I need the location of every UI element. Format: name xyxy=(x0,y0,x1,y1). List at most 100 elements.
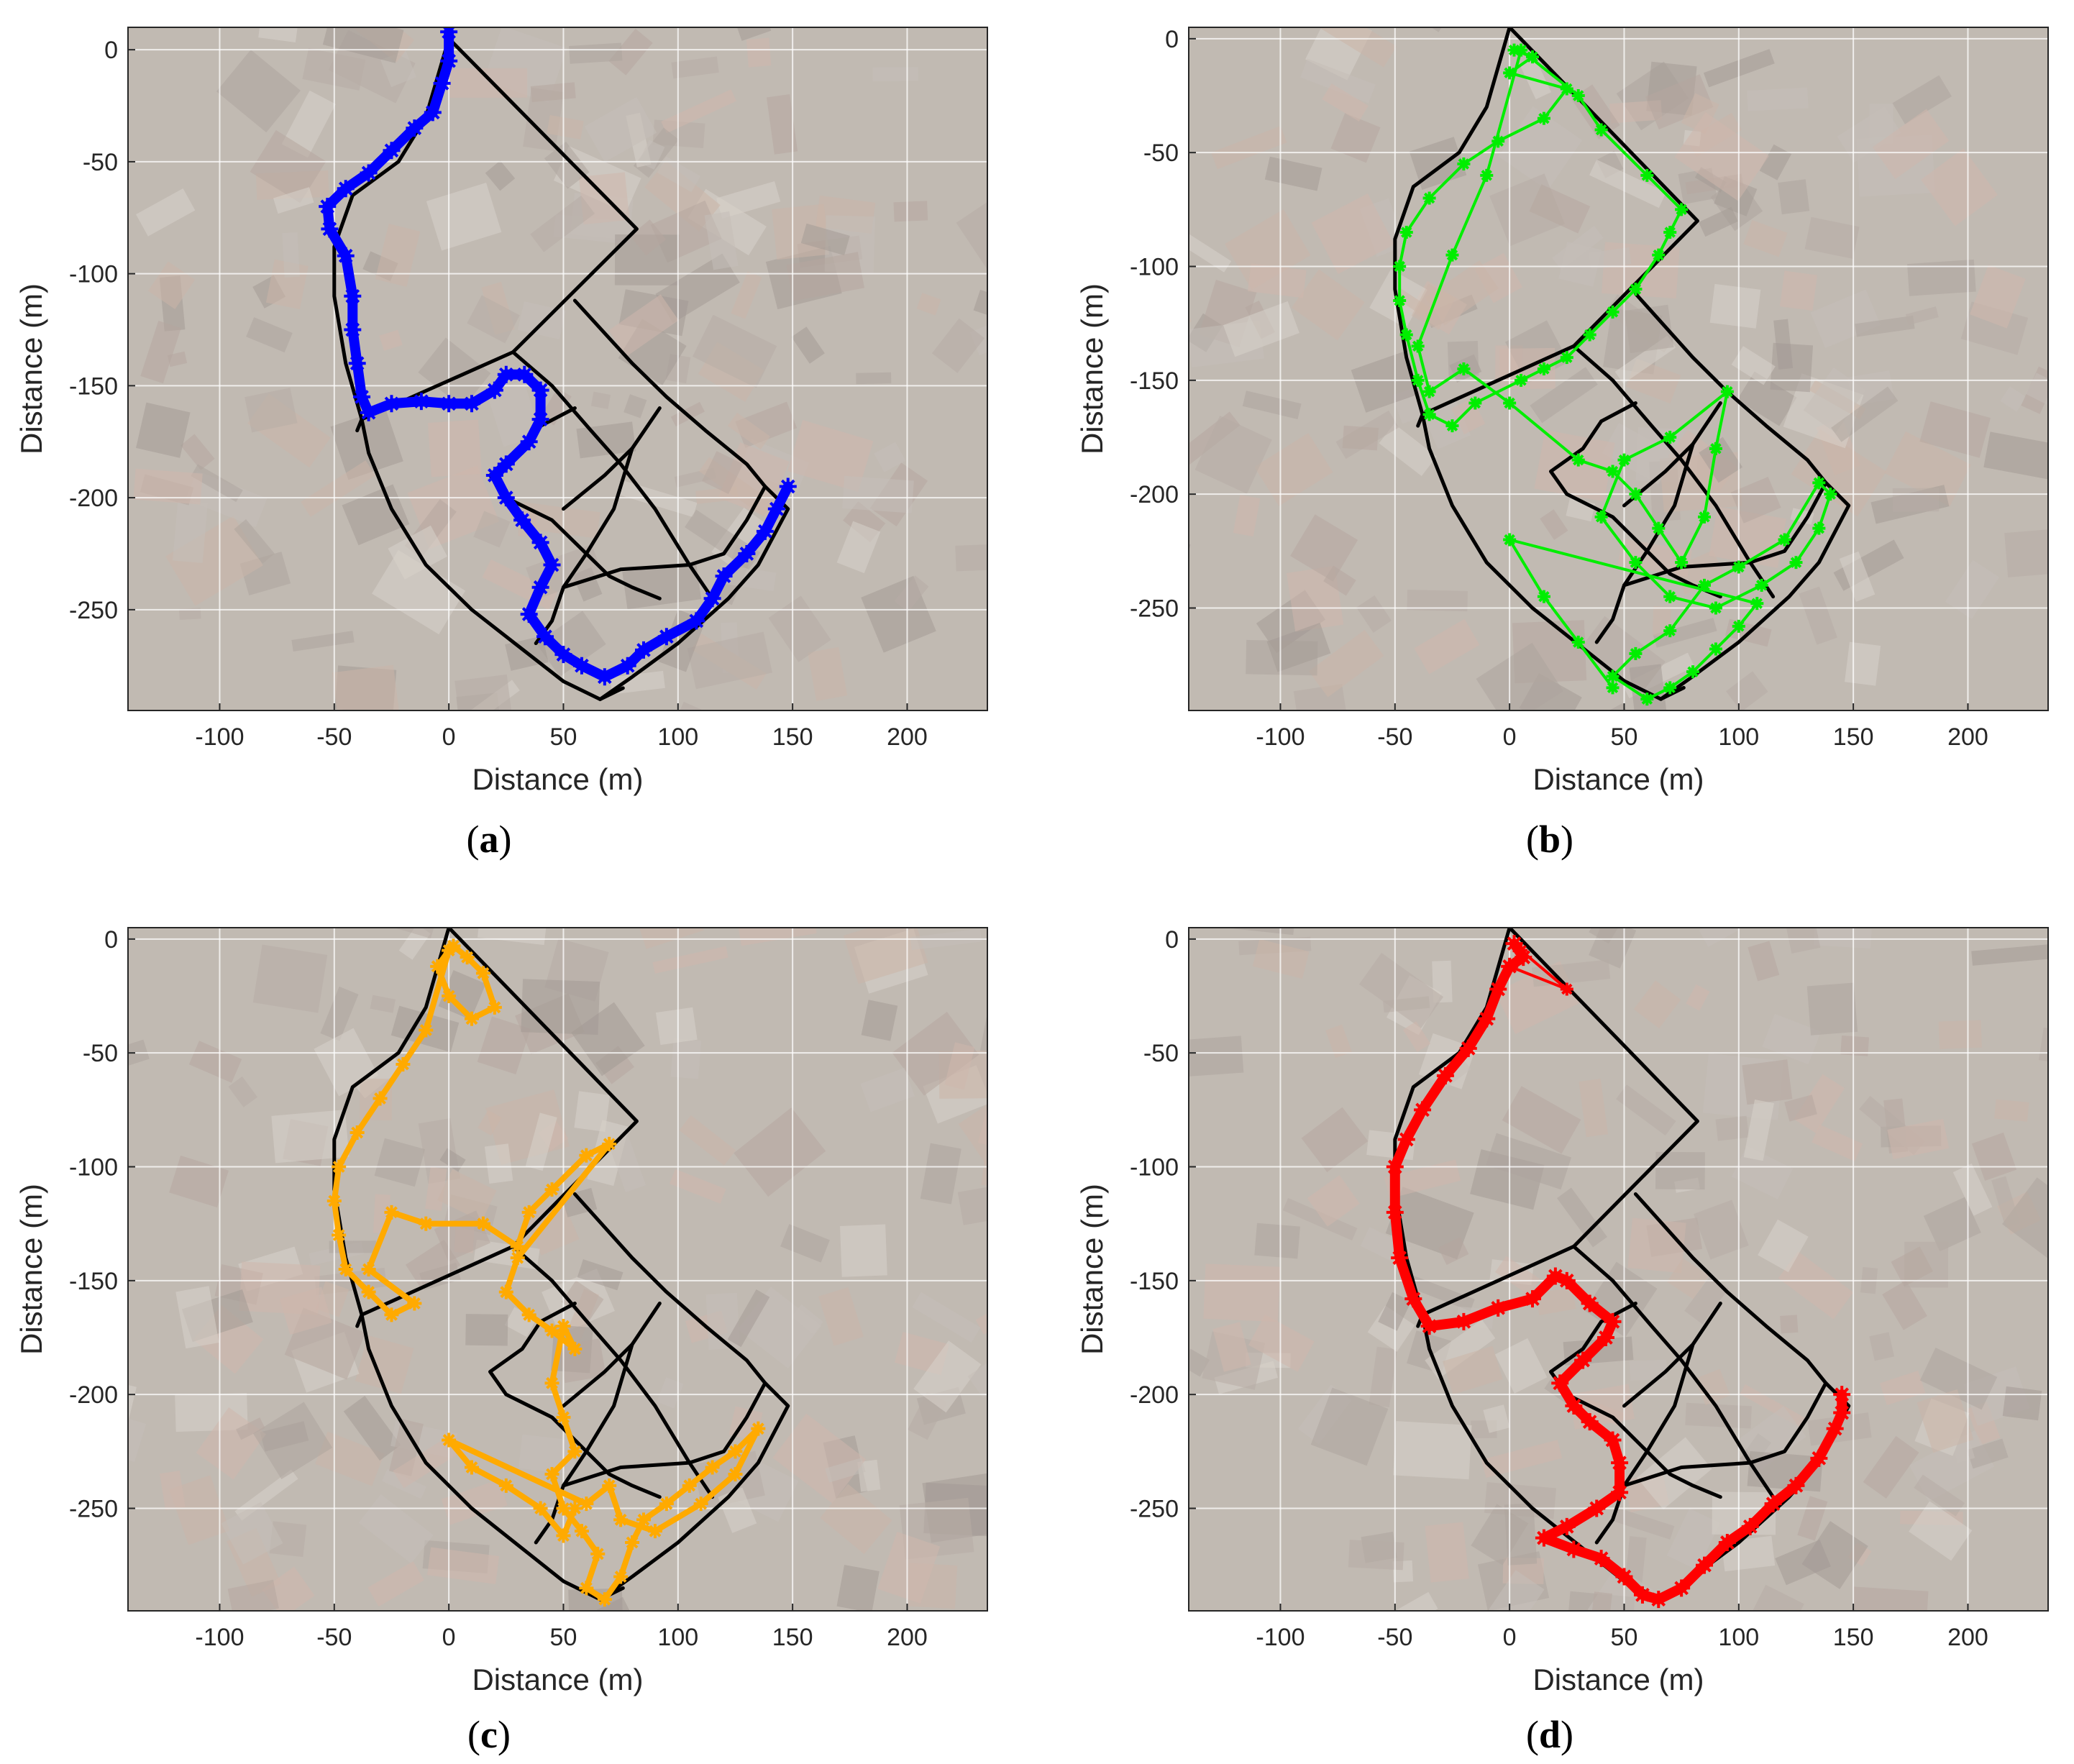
trajectory-point-4 xyxy=(1478,1010,1496,1028)
trajectory-point-11 xyxy=(344,287,362,305)
y-axis-label: Distance (m) xyxy=(1075,1184,1109,1355)
trajectory-point-23 xyxy=(531,381,549,399)
trajectory-point-40 xyxy=(1698,510,1711,524)
y-tick-label-2: -100 xyxy=(1130,1154,1179,1182)
trajectory-point-5 xyxy=(1459,1039,1477,1057)
trajectory-point-42 xyxy=(703,590,721,608)
x-axis-label: Distance (m) xyxy=(1532,762,1704,796)
x-tick-label-6: 200 xyxy=(1947,723,1988,751)
trajectory-point-3 xyxy=(424,104,442,122)
street-segment-7 xyxy=(584,406,662,556)
trajectory-point-26 xyxy=(1604,1431,1622,1449)
trajectory-point-6 xyxy=(430,959,445,974)
trajectory-point-37 xyxy=(595,668,613,686)
panel-b: -100 -50 0 50 100 150 200 0 -50 -100 -150 -200 -250 D… xyxy=(1075,26,2049,861)
trajectory-point-54 xyxy=(613,1512,629,1527)
trajectory-point-13 xyxy=(348,355,366,373)
trajectory-point-43 xyxy=(715,567,733,585)
trajectory-point-19 xyxy=(361,1262,376,1276)
x-tick-label-6: 200 xyxy=(1947,1624,1988,1651)
trajectory-point-1 xyxy=(440,52,458,70)
trajectory-point-35 xyxy=(1633,1586,1651,1604)
trajectory-point-32 xyxy=(567,1341,583,1356)
trajectory-point-13 xyxy=(326,1194,342,1208)
x-tick-label-4: 100 xyxy=(1718,723,1759,751)
trajectory-series-0 xyxy=(326,938,766,1607)
trajectory-point-34 xyxy=(1503,396,1517,410)
panel-caption: (b) xyxy=(1526,818,1573,861)
trajectory-point-28 xyxy=(510,1251,525,1266)
trajectory-point-9 xyxy=(396,1057,411,1071)
street-segment-10 xyxy=(1748,1461,1776,1499)
y-tick-label-4: -200 xyxy=(69,485,118,512)
x-tick-label-6: 200 xyxy=(887,1624,928,1651)
trajectory-point-33 xyxy=(520,605,538,623)
trajectory-point-41 xyxy=(1709,442,1722,455)
trajectory-point-9 xyxy=(1393,260,1407,273)
trajectory-point-2 xyxy=(1515,943,1528,957)
trajectory-point-22 xyxy=(1652,248,1666,262)
map-background xyxy=(128,27,987,710)
trajectory-point-53 xyxy=(647,1524,662,1539)
trajectory-point-68 xyxy=(1571,636,1585,649)
street-segment-5 xyxy=(1548,1320,1722,1499)
trajectory-point-43 xyxy=(613,1569,629,1584)
trajectory-point-30 xyxy=(1558,1517,1576,1535)
trajectory-point-36 xyxy=(1606,465,1620,478)
x-tick-label-1: -50 xyxy=(1377,723,1412,751)
trajectory-point-41 xyxy=(579,1581,594,1596)
trajectory-point-24 xyxy=(531,411,549,429)
trajectory-point-61 xyxy=(556,1528,571,1543)
trajectory-point-16 xyxy=(1524,1290,1541,1308)
street-segment-3 xyxy=(511,1244,692,1465)
trajectory-point-25 xyxy=(1581,1413,1599,1431)
trajectory-point-15 xyxy=(360,403,378,421)
trajectory-point-6 xyxy=(1436,1066,1454,1084)
trajectory-point-60 xyxy=(1640,693,1654,706)
trajectory-point-46 xyxy=(1833,1386,1851,1404)
x-tick-label-3: 50 xyxy=(550,1624,577,1651)
y-tick-label-1: -50 xyxy=(1143,1040,1179,1067)
trajectory-point-2 xyxy=(433,74,451,92)
trajectory-point-17 xyxy=(412,393,430,411)
trajectory-point-46 xyxy=(1629,556,1643,570)
trajectory-point-49 xyxy=(728,1444,743,1459)
y-tick-label-0: 0 xyxy=(1165,926,1179,954)
trajectory-point-3 xyxy=(1560,82,1573,96)
trajectory-point-10 xyxy=(1386,1203,1404,1221)
trajectory-point-29 xyxy=(1588,1499,1606,1517)
x-axis-label: Distance (m) xyxy=(472,762,643,796)
trajectory-point-69 xyxy=(1606,681,1620,695)
trajectory-point-4 xyxy=(465,1011,479,1026)
y-tick-label-2: -100 xyxy=(69,1154,118,1182)
trajectory-point-58 xyxy=(1629,646,1643,660)
trajectory-point-32 xyxy=(1422,385,1436,398)
street-segment-9 xyxy=(1622,1381,1828,1488)
trajectory-point-21 xyxy=(1629,283,1643,296)
y-tick-label-5: -250 xyxy=(1130,1496,1179,1523)
trajectory-point-0 xyxy=(1503,959,1517,973)
trajectory-point-27 xyxy=(1571,89,1585,102)
trajectory-point-52 xyxy=(1824,488,1837,501)
panel-caption: (c) xyxy=(467,1713,511,1756)
trajectory-point-24 xyxy=(1565,1397,1583,1415)
trajectory-point-44 xyxy=(625,1535,640,1550)
x-tick-label-4: 100 xyxy=(657,723,698,751)
trajectory-point-14 xyxy=(1455,1312,1473,1330)
street-segment-3 xyxy=(1571,344,1753,565)
trajectory-point-7 xyxy=(337,180,355,198)
x-tick-label-2: 0 xyxy=(442,1624,456,1651)
street-segment-7 xyxy=(1645,1302,1722,1453)
y-tick-label-4: -200 xyxy=(1130,481,1179,508)
trajectory-point-47 xyxy=(682,1478,697,1493)
trajectory-point-35 xyxy=(1571,453,1585,467)
trajectory-point-19 xyxy=(1583,328,1596,342)
trajectory-point-18 xyxy=(1560,351,1573,365)
street-segment-6 xyxy=(561,1343,634,1408)
trajectory-point-19 xyxy=(463,395,480,413)
trajectory-point-5 xyxy=(383,142,401,160)
trajectory-point-59 xyxy=(498,1478,513,1493)
trajectory-series-0 xyxy=(1393,43,1837,706)
trajectory-point-9 xyxy=(321,220,339,238)
trajectory-point-35 xyxy=(554,646,572,664)
